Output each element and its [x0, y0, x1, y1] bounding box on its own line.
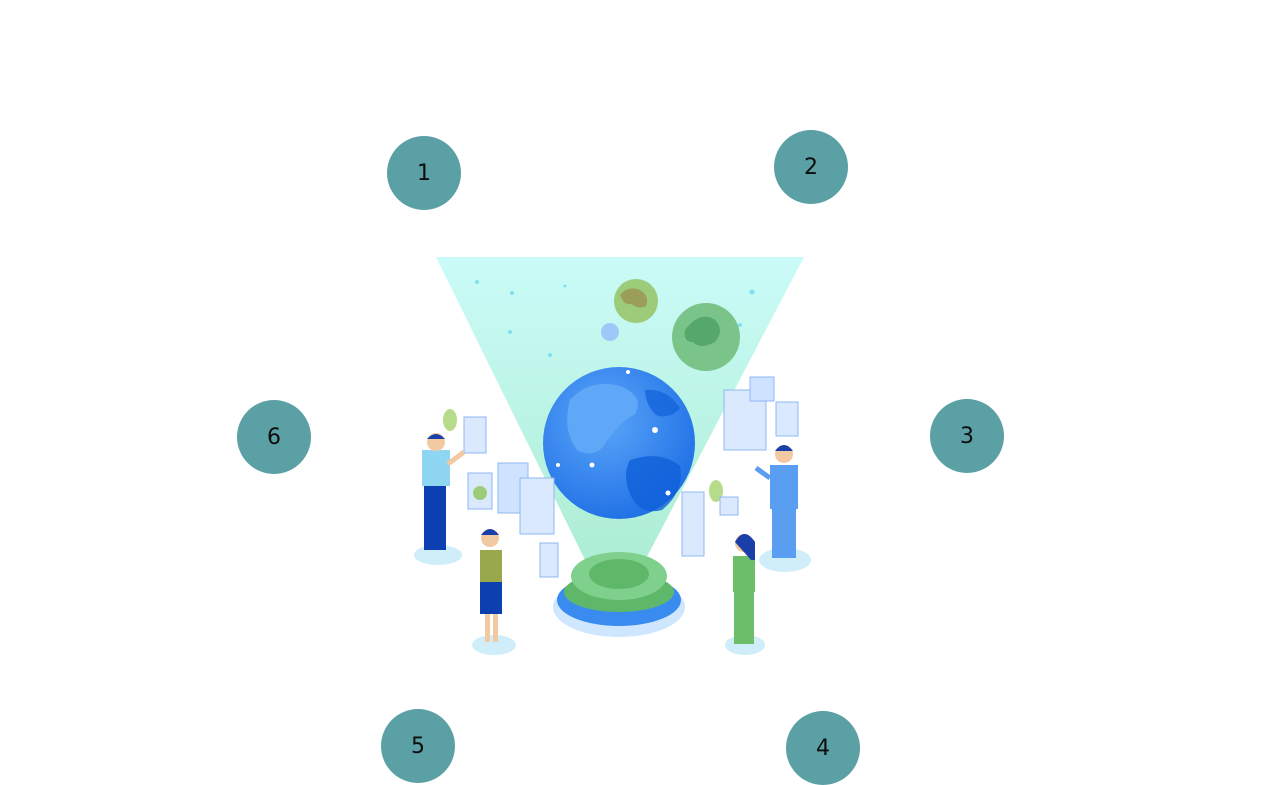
marker-5[interactable]: 5 [381, 709, 455, 783]
marker-4[interactable]: 4 [786, 711, 860, 785]
globe-continent [626, 456, 681, 512]
person-man-left [414, 433, 466, 565]
marker-2[interactable]: 2 [774, 130, 848, 204]
marker-6[interactable]: 6 [237, 400, 311, 474]
marker-3[interactable]: 3 [930, 399, 1004, 473]
pedestal-center [589, 559, 649, 589]
globe-continent [645, 389, 680, 417]
globe-continent [567, 383, 638, 454]
planet-land [620, 288, 648, 308]
marker-1[interactable]: 1 [387, 136, 461, 210]
globe-sparkles [556, 370, 671, 496]
person-woman-olive [472, 529, 516, 655]
floating-panels-left [443, 409, 559, 578]
globe-hologram-illustration [414, 257, 811, 655]
person-woman-green [725, 534, 765, 655]
sparkles [475, 280, 755, 357]
floating-panels-right [681, 376, 799, 557]
planet-land [684, 316, 720, 346]
person-man-right [754, 445, 811, 572]
bubble-icon [601, 323, 619, 341]
